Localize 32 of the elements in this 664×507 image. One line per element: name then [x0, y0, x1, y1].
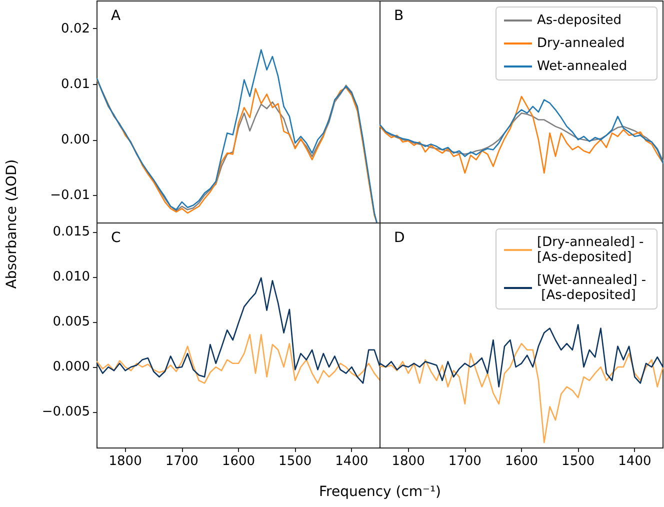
- y-tick-label: 0.015: [52, 224, 90, 240]
- y-tick-label: 0.000: [52, 360, 90, 374]
- x-tick-label: 1600: [222, 454, 256, 469]
- y-tick-label: −0.005: [42, 404, 90, 420]
- annotation: D: [394, 230, 405, 246]
- y-tick-label: 0.00: [61, 132, 90, 148]
- y-tick-label: 0.02: [61, 21, 90, 36]
- annotation: C: [111, 230, 121, 246]
- line-series: [96, 49, 378, 223]
- y-axis-title: Absorbance (ΔOD): [4, 159, 20, 289]
- x-tick-label: 1700: [165, 454, 198, 469]
- x-tick-label: 1400: [618, 454, 652, 469]
- x-tick-label: 1700: [448, 454, 482, 469]
- legend-label: Dry-annealed: [537, 36, 625, 51]
- x-tick-label: 1800: [392, 454, 425, 469]
- legend-label: [Wet-annealed] - [As-deposited]: [537, 273, 646, 303]
- x-tick-label: 1800: [108, 454, 142, 469]
- y-tick-label: −0.01: [50, 188, 90, 203]
- y-tick-label: 0.010: [52, 270, 90, 284]
- x-tick-label: 1400: [335, 454, 368, 469]
- x-tick-label: 1500: [278, 454, 312, 469]
- y-tick-label: 0.005: [52, 314, 90, 330]
- y-tick-label: 0.01: [61, 76, 90, 92]
- line-series: [96, 334, 381, 384]
- x-tick-label: 1600: [504, 454, 538, 469]
- annotation: A: [111, 8, 121, 24]
- legend-label: As-deposited: [537, 13, 622, 28]
- x-axis-title: Frequency (cm⁻¹): [318, 484, 442, 500]
- x-tick-label: 1500: [562, 454, 595, 469]
- annotation: B: [394, 8, 404, 24]
- legend-label: [Dry-annealed] - [As-deposited]: [537, 235, 648, 265]
- legend-label: Wet-annealed: [537, 59, 628, 74]
